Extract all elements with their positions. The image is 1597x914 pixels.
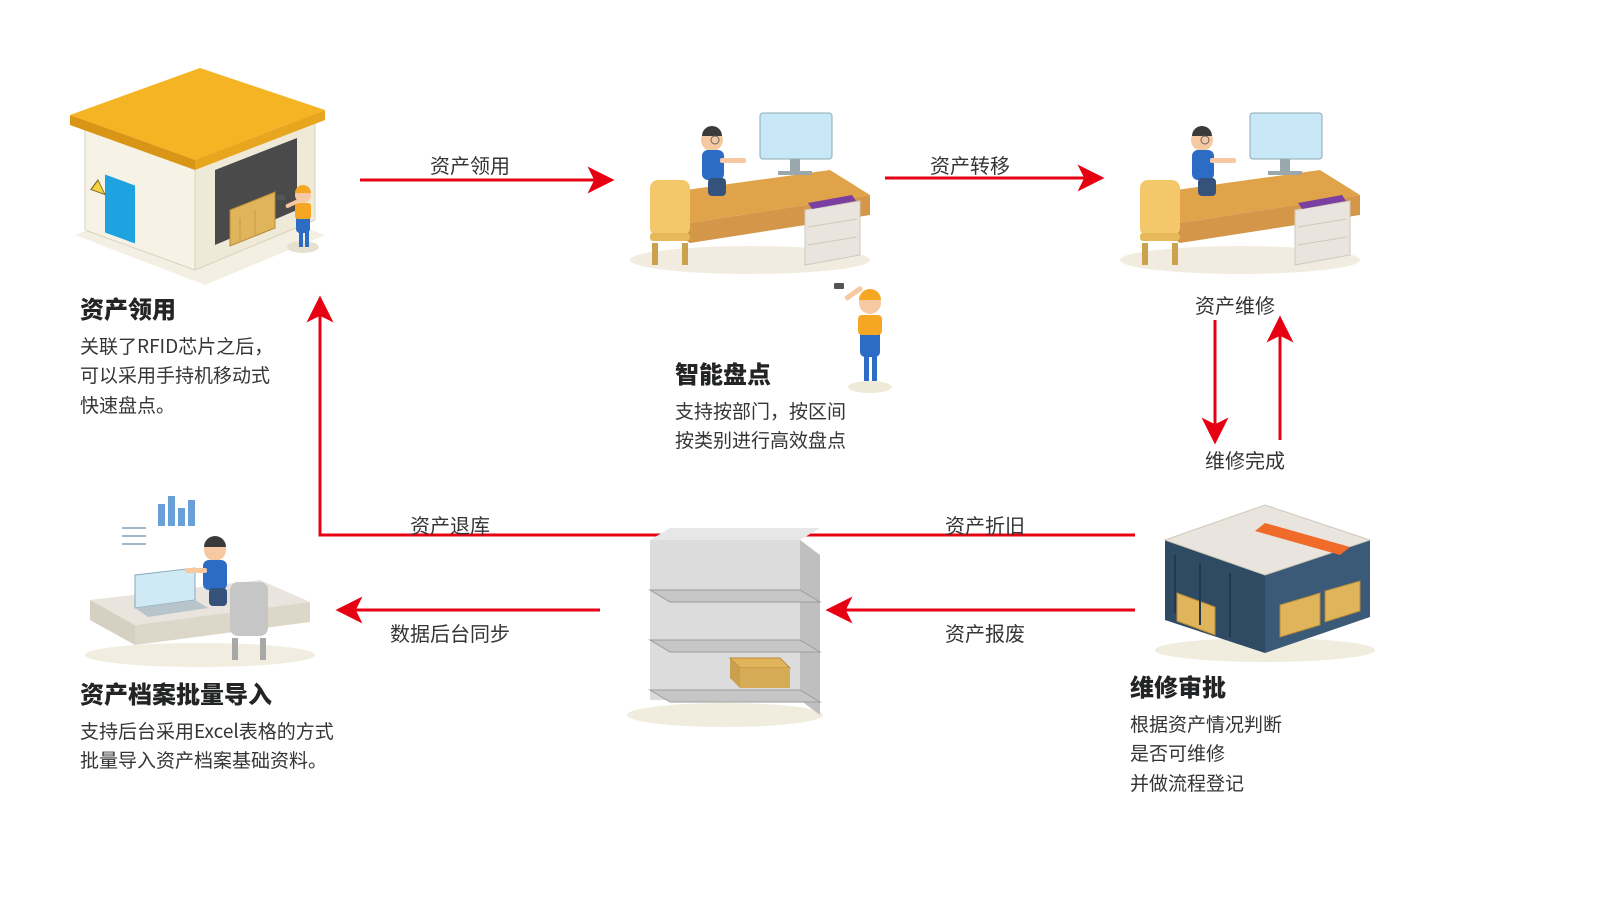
edge-label-e3b: 维修完成 bbox=[1205, 445, 1285, 474]
inventory-title: 智能盘点 bbox=[675, 355, 846, 390]
repair-title: 维修审批 bbox=[1130, 668, 1282, 703]
edge-label-e6: 资产折旧 bbox=[945, 510, 1025, 539]
repair-desc: 根据资产情况判断 是否可维修 并做流程登记 bbox=[1130, 709, 1282, 797]
diagram-stage: 资产领用 关联了RFID芯片之后， 可以采用手持机移动式 快速盘点。 智能盘点 … bbox=[0, 0, 1597, 914]
shelf-illustration bbox=[620, 520, 830, 730]
analyst-title: 资产档案批量导入 bbox=[80, 675, 334, 710]
warehouse-desc: 关联了RFID芯片之后， 可以采用手持机移动式 快速盘点。 bbox=[80, 331, 273, 419]
edge-label-e5: 数据后台同步 bbox=[390, 618, 510, 647]
analyst-illustration bbox=[80, 490, 325, 670]
edge-label-e4: 资产报废 bbox=[945, 618, 1025, 647]
analyst-desc: 支持后台采用Excel表格的方式 批量导入资产档案基础资料。 bbox=[80, 716, 334, 775]
edge-label-e2: 资产转移 bbox=[930, 150, 1010, 179]
inventory-desc: 支持按部门，按区间 按类别进行高效盘点 bbox=[675, 396, 846, 455]
edge-label-e1: 资产领用 bbox=[430, 150, 510, 179]
desk-a-illustration bbox=[620, 85, 880, 280]
repair-box-illustration bbox=[1145, 485, 1385, 665]
desk-b-illustration bbox=[1110, 85, 1370, 280]
desk-b-sublabel: 资产维修 bbox=[1195, 290, 1275, 319]
warehouse-illustration bbox=[65, 60, 350, 285]
edge-label-e6b_label_only: 资产退库 bbox=[410, 510, 490, 539]
warehouse-title: 资产领用 bbox=[80, 290, 273, 325]
